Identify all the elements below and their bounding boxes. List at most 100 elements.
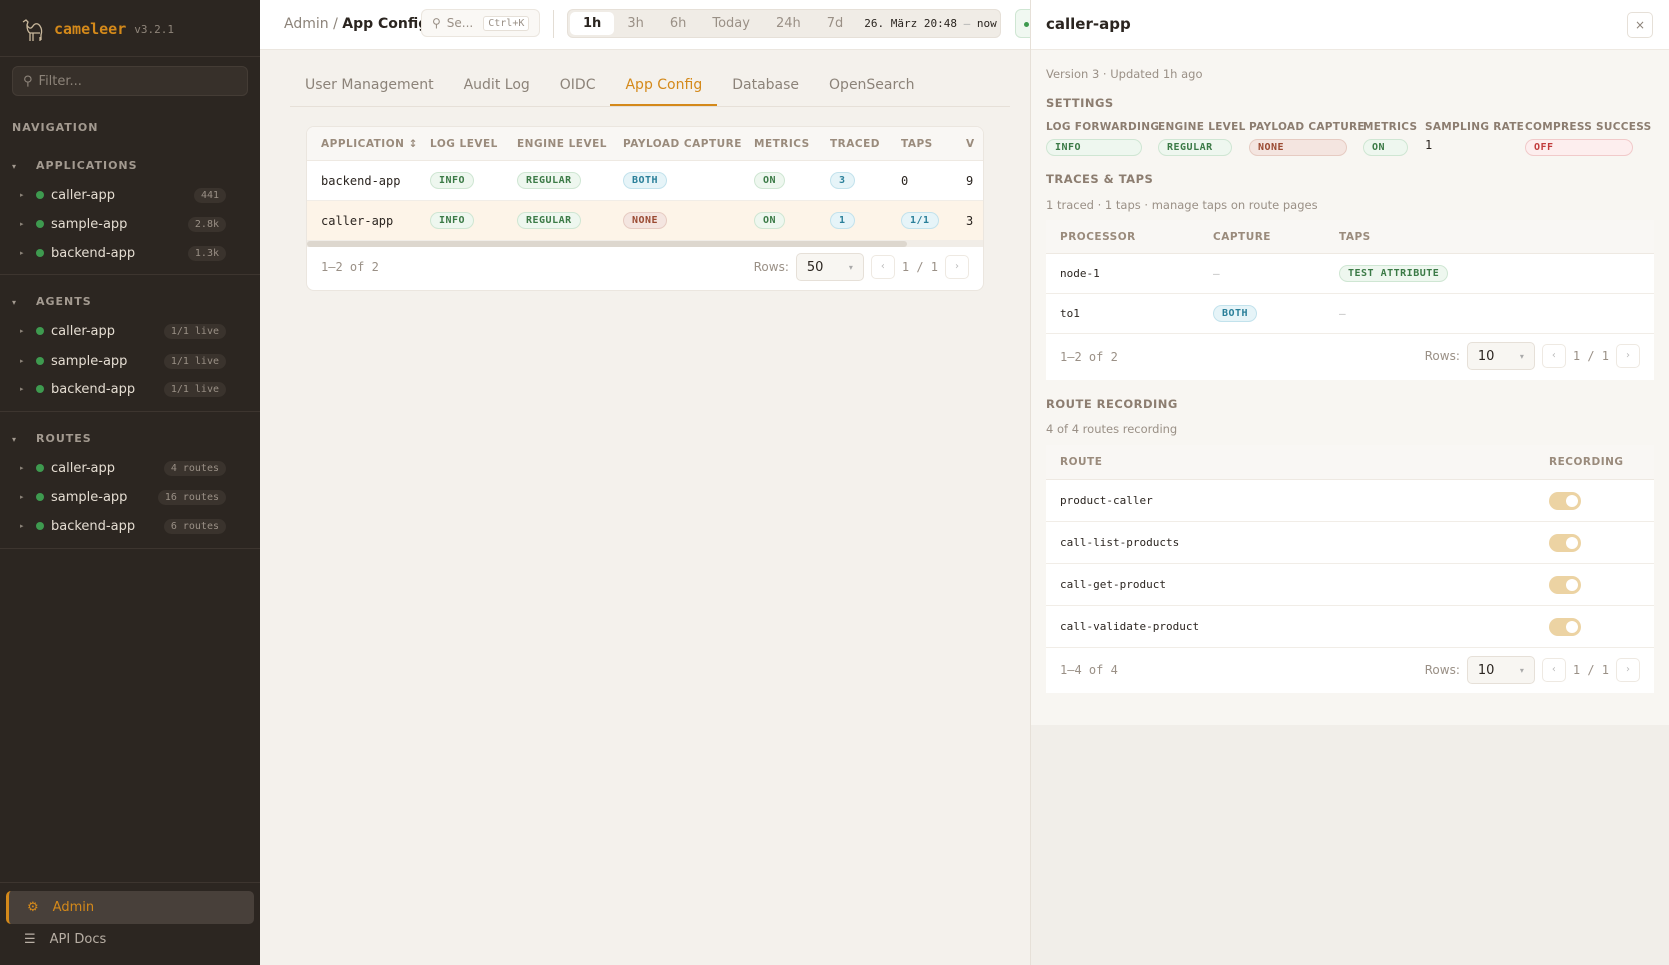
sidebar-item-app-caller[interactable]: ▸ caller-app 441 <box>20 183 226 207</box>
tab-app-config[interactable]: App Config <box>610 70 718 106</box>
rows-per-page-select[interactable]: 50 ▾ <box>795 253 864 281</box>
sidebar-item-route-caller[interactable]: ▸ caller-app 4 routes <box>20 456 226 480</box>
range-6h[interactable]: 6h <box>669 16 687 31</box>
table-footer: 1–4 of 4 Rows: 10 ▾ ‹ 1 / 1 › <box>1046 648 1654 693</box>
rows-per-page-select[interactable]: 10 ▾ <box>1466 656 1535 684</box>
tab-audit-log[interactable]: Audit Log <box>463 77 530 93</box>
route-recording-desc: 4 of 4 routes recording <box>1046 422 1178 436</box>
next-page-button[interactable]: › <box>1616 658 1640 682</box>
traces-desc: 1 traced · 1 taps · manage taps on route… <box>1046 198 1318 212</box>
sidebar-item-route-backend[interactable]: ▸ backend-app 6 routes <box>20 514 226 538</box>
admin-tabs: User Management Audit Log OIDC App Confi… <box>290 70 1010 107</box>
col-engine-level: ENGINE LEVEL <box>517 137 607 150</box>
setting-label: SAMPLING RATE <box>1425 121 1525 133</box>
range-today[interactable]: Today <box>712 16 750 31</box>
sampling-rate-value[interactable]: 1 <box>1425 138 1433 152</box>
breadcrumb: Admin / App Config <box>284 16 429 32</box>
next-page-button[interactable]: › <box>1616 344 1640 368</box>
engine-level-value[interactable]: REGULAR <box>1158 139 1232 156</box>
metrics-value[interactable]: ON <box>1363 139 1408 156</box>
table-row[interactable]: call-validate-product <box>1046 606 1654 648</box>
scrollbar-thumb[interactable] <box>307 241 907 247</box>
section-agents[interactable]: ▾ AGENTS <box>12 295 92 308</box>
date-range[interactable]: 26. März 20:48 — now <box>864 17 997 30</box>
panel-bottom-area <box>1031 725 1669 965</box>
table-row-selected[interactable]: caller-app INFO REGULAR NONE ON 1 1/1 3 <box>307 201 983 241</box>
range-1h[interactable]: 1h <box>570 12 615 35</box>
tab-opensearch[interactable]: OpenSearch <box>829 77 915 93</box>
metrics-badge: ON <box>754 172 786 189</box>
recording-toggle[interactable] <box>1549 575 1581 594</box>
table-row[interactable]: product-caller <box>1046 480 1654 522</box>
caret-right-icon: ▸ <box>20 249 24 257</box>
payload-capture-value[interactable]: NONE <box>1249 139 1347 156</box>
row-count: 1–2 of 2 <box>321 260 379 274</box>
tab-user-management[interactable]: User Management <box>305 77 434 93</box>
nav-label: NAVIGATION <box>12 121 99 134</box>
live-badge: 1/1 live <box>163 381 226 397</box>
close-button[interactable]: × <box>1627 12 1653 38</box>
table-row[interactable]: to1 BOTH — <box>1046 294 1654 334</box>
prev-page-button[interactable]: ‹ <box>1541 344 1566 368</box>
search-icon: ⚲ <box>432 16 441 30</box>
sidebar-item-admin[interactable]: ⚙ Admin <box>6 891 254 924</box>
sidebar-item-route-sample[interactable]: ▸ sample-app 16 routes <box>20 485 226 509</box>
chevron-down-icon: ▾ <box>1519 351 1524 361</box>
traces-table: PROCESSOR CAPTURE TAPS node-1 — TEST ATT… <box>1046 220 1654 380</box>
traced-badge: 1 <box>830 212 855 229</box>
recording-toggle[interactable] <box>1549 533 1581 552</box>
section-applications[interactable]: ▾ APPLICATIONS <box>12 159 138 172</box>
rows-label: Rows: <box>1424 663 1460 677</box>
metrics-badge: ON <box>754 212 786 229</box>
traces-title: TRACES & TAPS <box>1046 172 1154 186</box>
prev-page-button[interactable]: ‹ <box>870 255 895 279</box>
payload-badge: BOTH <box>623 172 668 189</box>
log-forwarding-value[interactable]: INFO <box>1046 139 1142 156</box>
table-row[interactable]: node-1 — TEST ATTRIBUTE <box>1046 254 1654 294</box>
global-search[interactable]: ⚲ Se... Ctrl+K <box>421 9 540 37</box>
section-routes[interactable]: ▾ ROUTES <box>12 432 92 445</box>
range-24h[interactable]: 24h <box>775 16 801 31</box>
breadcrumb-admin[interactable]: Admin <box>284 16 329 32</box>
table-header: APPLICATION ↕ LOG LEVEL ENGINE LEVEL PAY… <box>307 127 983 161</box>
tab-database[interactable]: Database <box>732 77 800 93</box>
sidebar-item-agent-sample[interactable]: ▸ sample-app 1/1 live <box>20 349 226 373</box>
divider <box>0 882 260 883</box>
sidebar-filter-input[interactable]: ⚲ Filter... <box>12 66 248 96</box>
col-taps: TAPS <box>1339 230 1371 243</box>
search-icon: ⚲ <box>23 73 33 89</box>
status-dot <box>36 522 44 530</box>
status-dot <box>36 327 44 335</box>
tab-oidc[interactable]: OIDC <box>559 77 596 93</box>
sidebar-item-app-backend[interactable]: ▸ backend-app 1.3k <box>20 241 226 265</box>
caret-right-icon: ▸ <box>20 327 24 335</box>
menu-icon: ☰ <box>24 932 36 947</box>
status-dot <box>36 493 44 501</box>
sidebar-item-agent-caller[interactable]: ▸ caller-app 1/1 live <box>20 319 226 343</box>
setting-label: PAYLOAD CAPTURE <box>1249 121 1365 133</box>
log-level-badge: INFO <box>430 172 475 189</box>
table-row[interactable]: backend-app INFO REGULAR BOTH ON 3 0 9 <box>307 161 983 201</box>
table-row[interactable]: call-list-products <box>1046 522 1654 564</box>
table-row[interactable]: call-get-product <box>1046 564 1654 606</box>
recording-toggle[interactable] <box>1549 617 1581 636</box>
next-page-button[interactable]: › <box>945 255 969 279</box>
col-application[interactable]: APPLICATION ↕ <box>321 137 418 150</box>
rows-per-page-select[interactable]: 10 ▾ <box>1466 342 1535 370</box>
status-dot <box>36 385 44 393</box>
col-recording: RECORDING <box>1549 456 1624 468</box>
sidebar-item-app-sample[interactable]: ▸ sample-app 2.8k <box>20 212 226 236</box>
prev-page-button[interactable]: ‹ <box>1541 658 1566 682</box>
sidebar-item-api-docs[interactable]: ☰ API Docs <box>24 932 107 947</box>
traced-badge: 3 <box>830 172 855 189</box>
shortcut-hint: Ctrl+K <box>483 15 530 31</box>
sidebar-item-agent-backend[interactable]: ▸ backend-app 1/1 live <box>20 377 226 401</box>
range-3h[interactable]: 3h <box>627 16 644 31</box>
compress-success-value[interactable]: OFF <box>1525 139 1633 156</box>
engine-level-badge: REGULAR <box>517 172 581 189</box>
range-7d[interactable]: 7d <box>826 16 844 31</box>
horizontal-scrollbar[interactable] <box>307 241 983 247</box>
divider <box>0 548 260 549</box>
recording-toggle[interactable] <box>1549 491 1581 510</box>
brand[interactable]: cameleer v3.2.1 <box>20 16 174 42</box>
